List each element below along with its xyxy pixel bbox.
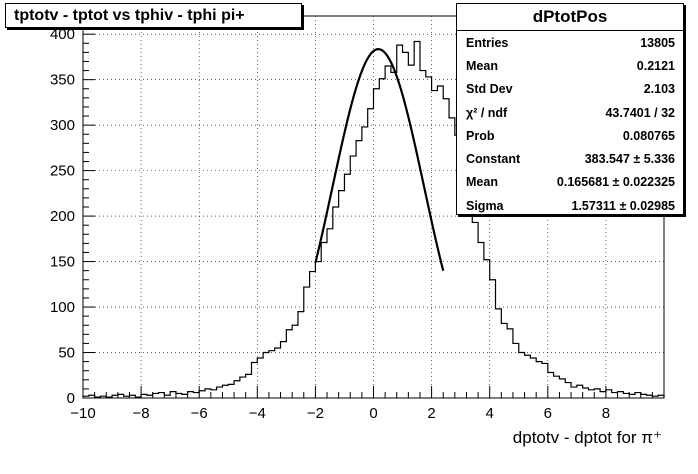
x-tick-label: 4	[486, 405, 494, 422]
x-tick-label: −6	[191, 405, 208, 422]
stats-row: Std Dev 2.103	[457, 78, 683, 101]
stats-label: Std Dev	[466, 82, 513, 97]
stats-row: χ² / ndf 43.7401 / 32	[457, 101, 683, 124]
x-axis-label: dptotv - dptot for π⁺	[512, 428, 662, 447]
stats-value: 43.7401 / 32	[605, 105, 675, 120]
y-tick-label: 0	[67, 390, 75, 407]
fit-curve	[314, 48, 445, 272]
stats-row: Entries 13805	[457, 31, 683, 54]
stats-label: χ² / ndf	[466, 105, 508, 120]
x-tick-label: −8	[133, 405, 150, 422]
gaussian-fit-series	[314, 48, 445, 272]
stats-value: 0.165681 ± 0.022325	[556, 175, 675, 190]
histogram-outline	[82, 40, 665, 398]
stats-row: Mean 0.2121	[457, 54, 683, 77]
x-tick-label: 0	[369, 405, 377, 422]
stats-value: 13805	[640, 35, 675, 50]
tick-labels: −10 −8 −6 −4 −2 0 2 4 6 8 0 50 100 150 200 250 300 350 400	[50, 26, 610, 422]
x-tick-label: 6	[544, 405, 552, 422]
y-tick-label: 100	[50, 299, 75, 316]
y-tick-label: 250	[50, 163, 75, 180]
x-tick-label: −2	[307, 405, 324, 422]
stats-label: Sigma	[466, 198, 504, 213]
y-tick-label: 300	[50, 117, 75, 134]
y-tick-label: 200	[50, 208, 75, 225]
y-tick-label: 150	[50, 254, 75, 271]
y-tick-label: 400	[50, 26, 75, 43]
stats-row: Constant 383.547 ± 5.336	[457, 147, 683, 170]
plot-title: tptotv - tptot vs tphiv - tphi pi+	[5, 3, 302, 28]
y-tick-label: 350	[50, 72, 75, 89]
stats-value: 0.080765	[622, 128, 675, 143]
stats-row: Mean 0.165681 ± 0.022325	[457, 171, 683, 194]
stats-value: 1.57311 ± 0.02985	[571, 198, 676, 213]
stats-box: dPtotPos Entries 13805 Mean 0.2121 Std Dev…	[456, 3, 684, 215]
stats-value: 383.547 ± 5.336	[584, 152, 675, 167]
stats-row: Sigma 1.57311 ± 0.02985	[457, 194, 683, 217]
stats-label: Constant	[466, 152, 521, 167]
stats-row: Prob 0.080765	[457, 124, 683, 147]
stats-label: Mean	[466, 58, 498, 73]
x-tick-label: 2	[427, 405, 435, 422]
histogram-series	[82, 40, 665, 398]
y-tick-label: 50	[58, 345, 75, 362]
stats-label: Mean	[466, 175, 498, 190]
stats-value: 2.103	[643, 82, 675, 97]
stats-value: 0.2121	[636, 58, 675, 73]
stats-label: Prob	[466, 128, 495, 143]
x-tick-label: −4	[249, 405, 266, 422]
stats-box-title: dPtotPos	[457, 4, 683, 31]
x-tick-label: 8	[602, 405, 610, 422]
x-tick-label: −10	[70, 405, 95, 422]
stats-label: Entries	[466, 35, 509, 50]
